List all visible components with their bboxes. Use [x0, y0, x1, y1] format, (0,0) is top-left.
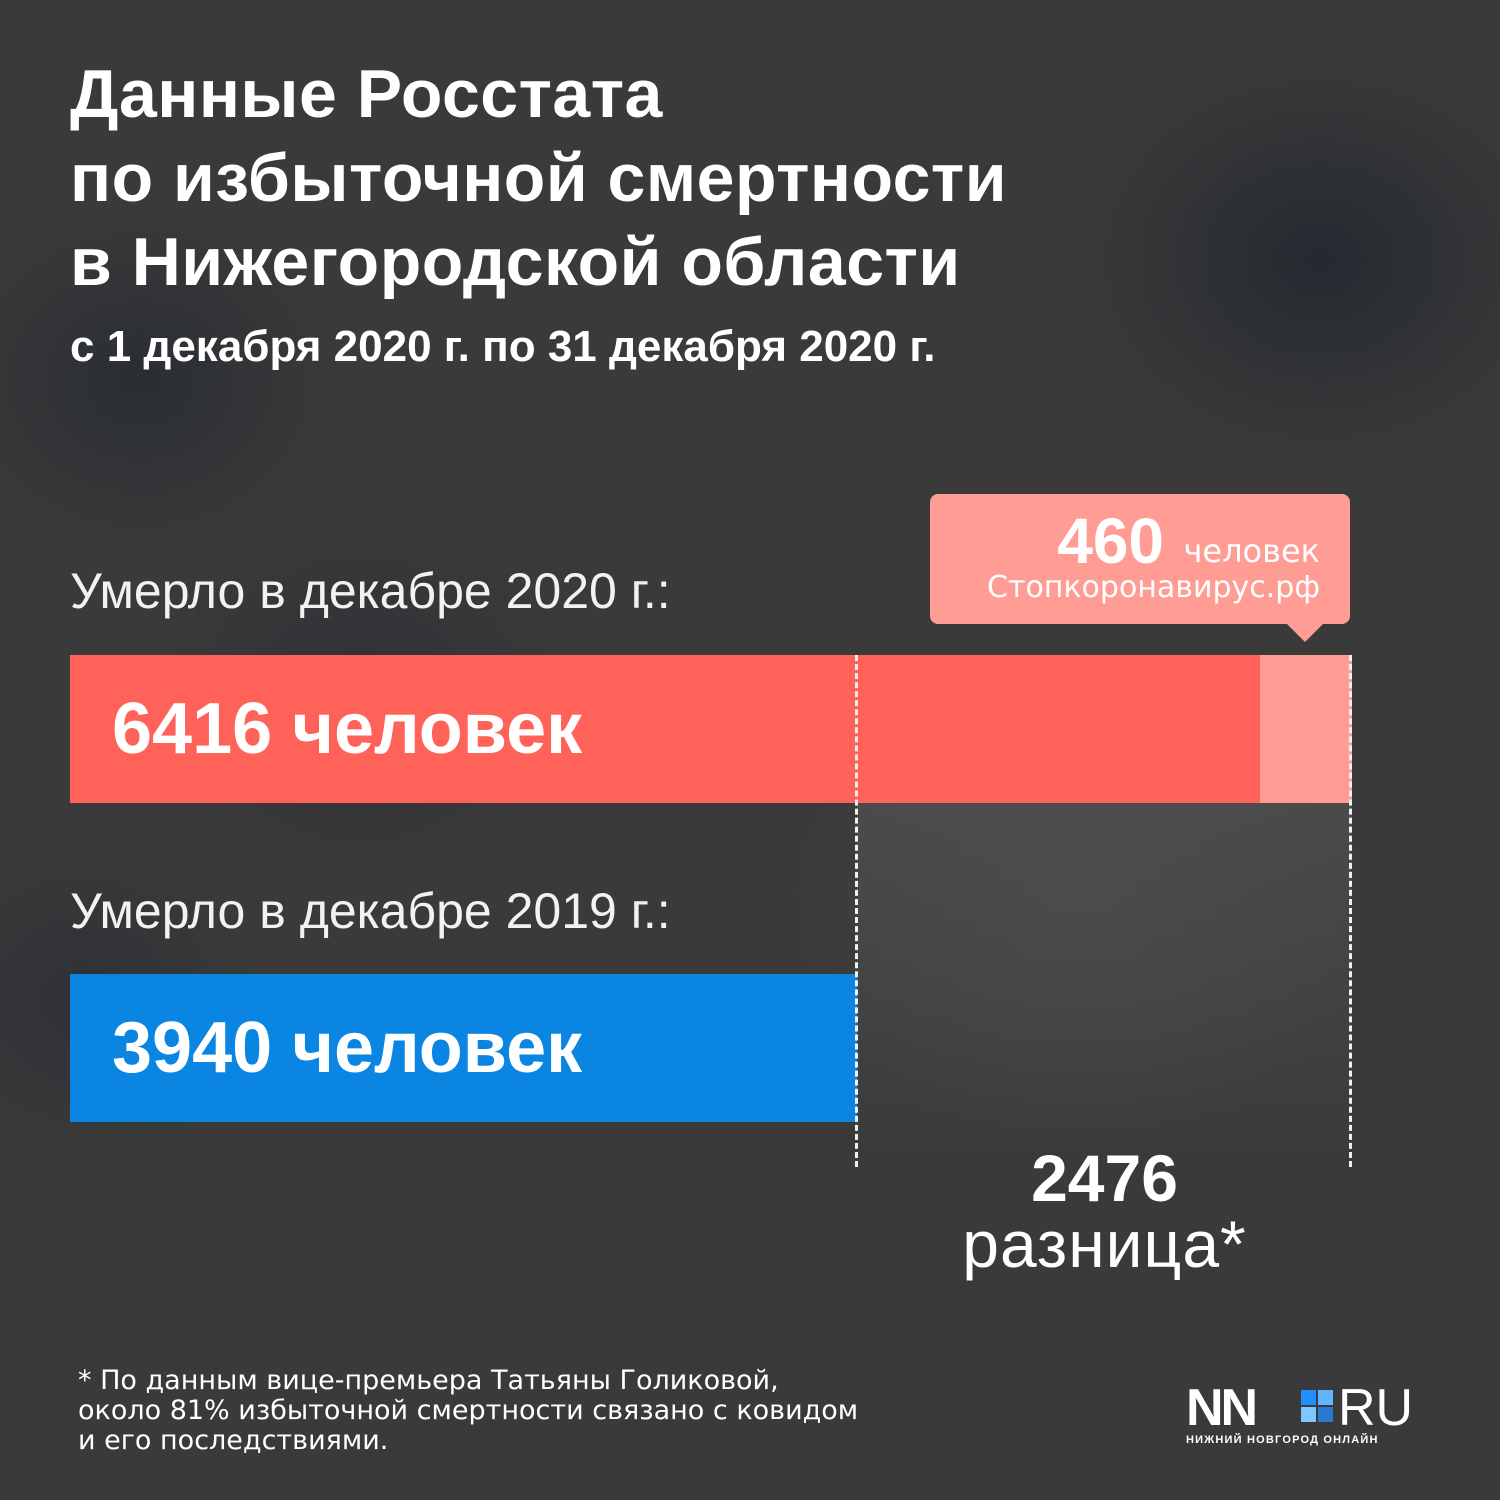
nn-ru-logo: NN RU НИЖНИЙ НОВГОРОД ОНЛАЙН: [1186, 1378, 1426, 1458]
covid-callout: 460 человек Стопкоронавирус.рф: [930, 494, 1350, 642]
logo-square-icon: [1318, 1407, 1333, 1422]
covid-source: Стопкоронавирус.рф: [987, 570, 1320, 605]
category-label-2020: Умерло в декабре 2020 г.:: [70, 563, 671, 619]
logo-ru-text: RU: [1338, 1379, 1414, 1437]
difference-label: разница*: [962, 1207, 1247, 1281]
difference-column-shade: [857, 803, 1352, 1163]
footnote-line: * По данным вице-премьера Татьяны Голико…: [78, 1365, 779, 1396]
dashed-guide-2020-end: [1349, 655, 1352, 1167]
covid-unit: человек: [1183, 532, 1321, 570]
title-line: по избыточной смертности: [70, 140, 1008, 216]
difference-value: 2476: [1031, 1141, 1178, 1215]
covid-count: 460: [1057, 505, 1164, 577]
bar-2019: [70, 974, 858, 1122]
period-subtitle: с 1 декабря 2020 г. по 31 декабря 2020 г…: [70, 322, 936, 371]
bar-value-label-2019: 3940 человек: [112, 1008, 583, 1088]
logo-nn-text: NN: [1186, 1379, 1258, 1437]
footnote-line: около 81% избыточной смертности связано …: [78, 1395, 859, 1426]
title-line: Данные Росстата: [70, 56, 663, 132]
category-label-2019: Умерло в декабре 2019 г.:: [70, 883, 671, 939]
logo-square-icon: [1318, 1390, 1333, 1405]
footnote: * По данным вице-премьера Татьяны Голико…: [78, 1366, 978, 1456]
page-title: Данные Росстата по избыточной смертности…: [70, 52, 1007, 304]
bar-value-label-2020: 6416 человек: [112, 689, 583, 769]
title-line: в Нижегородской области: [70, 224, 961, 300]
logo-square-icon: [1301, 1390, 1316, 1405]
footnote-line: и его последствиями.: [78, 1425, 389, 1456]
logo-square-icon: [1301, 1407, 1316, 1422]
bar-2020-covid-segment: [1260, 655, 1352, 803]
logo-tagline: НИЖНИЙ НОВГОРОД ОНЛАЙН: [1186, 1434, 1379, 1446]
dashed-guide-2019-end: [855, 655, 859, 1167]
bar-2020: [70, 655, 1261, 803]
